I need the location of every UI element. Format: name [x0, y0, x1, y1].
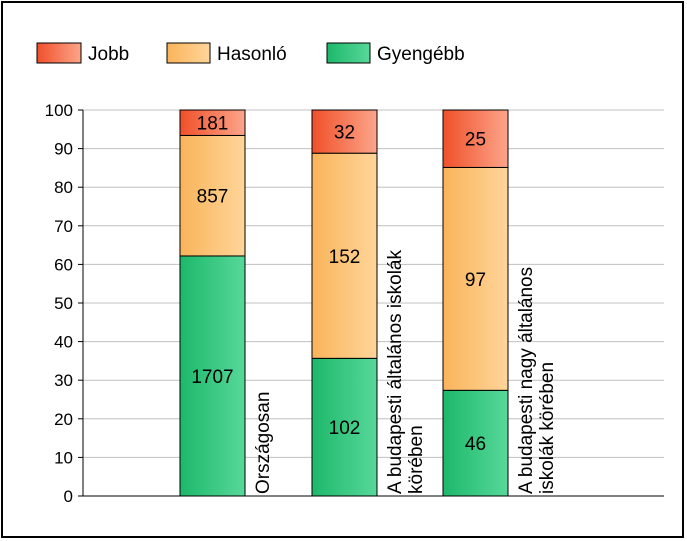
legend-swatch-gyengebb [326, 42, 371, 64]
legend-swatch-jobb [36, 42, 82, 64]
y-tick-label-40: 40 [54, 333, 73, 352]
bar-jobb-1 [179, 109, 246, 136]
legend-label-gyengebb: Gyengébb [377, 44, 465, 65]
bar-hasonlo-2 [311, 152, 378, 359]
category-label-1: Országosan [253, 392, 274, 494]
y-tick-label-80: 80 [54, 178, 73, 197]
legend-label-jobb: Jobb [88, 44, 129, 65]
data-label-jobb-2: 32 [334, 123, 355, 144]
y-tick-label-20: 20 [54, 410, 73, 429]
category-label-line: iskolák körében [537, 362, 558, 494]
y-tick-label-100: 100 [45, 101, 73, 120]
data-label-jobb-1: 181 [197, 114, 229, 135]
category-label-3: A budapesti nagy általános iskolák körébe… [516, 267, 558, 494]
bars: 1707 857 181 102 152 32 46 97 25 [179, 109, 509, 497]
bar-gyengebb-2 [311, 357, 378, 497]
legend: Jobb Hasonló Gyengébb [36, 42, 465, 65]
legend-item-jobb: Jobb [36, 42, 129, 65]
data-label-hasonlo-2: 152 [329, 247, 361, 268]
axes: 0 10 20 30 40 50 60 70 80 90 100 [45, 101, 664, 506]
legend-swatch-hasonlo [166, 42, 211, 64]
y-tick-label-60: 60 [54, 255, 73, 274]
data-label-jobb-3: 25 [465, 130, 486, 151]
y-tick-label-30: 30 [54, 371, 73, 390]
bar-jobb-2 [311, 109, 378, 154]
data-label-gyengebb-2: 102 [329, 418, 361, 439]
bar-hasonlo-3 [442, 166, 509, 391]
data-label-hasonlo-1: 857 [197, 187, 229, 208]
y-tick-label-90: 90 [54, 140, 73, 159]
legend-item-hasonlo: Hasonló [166, 42, 287, 65]
data-label-gyengebb-3: 46 [465, 434, 486, 455]
data-label-gyengebb-1: 1707 [191, 367, 233, 388]
y-tick-label-10: 10 [54, 448, 73, 467]
category-label-line: körében [406, 425, 427, 494]
category-label-2: A budapesti általános iskolák körében [385, 250, 427, 494]
bar-jobb-3 [442, 109, 509, 168]
category-label-line: A budapesti nagy általános [516, 267, 537, 494]
legend-label-hasonlo: Hasonló [217, 44, 287, 65]
category-label-line: Országosan [253, 392, 274, 494]
data-label-hasonlo-3: 97 [465, 270, 486, 291]
y-tick-label-70: 70 [54, 217, 73, 236]
bar-gyengebb-1 [179, 255, 246, 497]
category-label-line: A budapesti általános iskolák [385, 250, 406, 494]
bar-gyengebb-3 [442, 389, 509, 497]
bar-hasonlo-1 [179, 134, 246, 257]
y-tick-label-50: 50 [54, 294, 73, 313]
category-labels: Országosan A budapesti általános iskolák k… [253, 250, 558, 494]
legend-item-gyengebb: Gyengébb [326, 42, 465, 65]
y-tick-label-0: 0 [64, 487, 73, 506]
